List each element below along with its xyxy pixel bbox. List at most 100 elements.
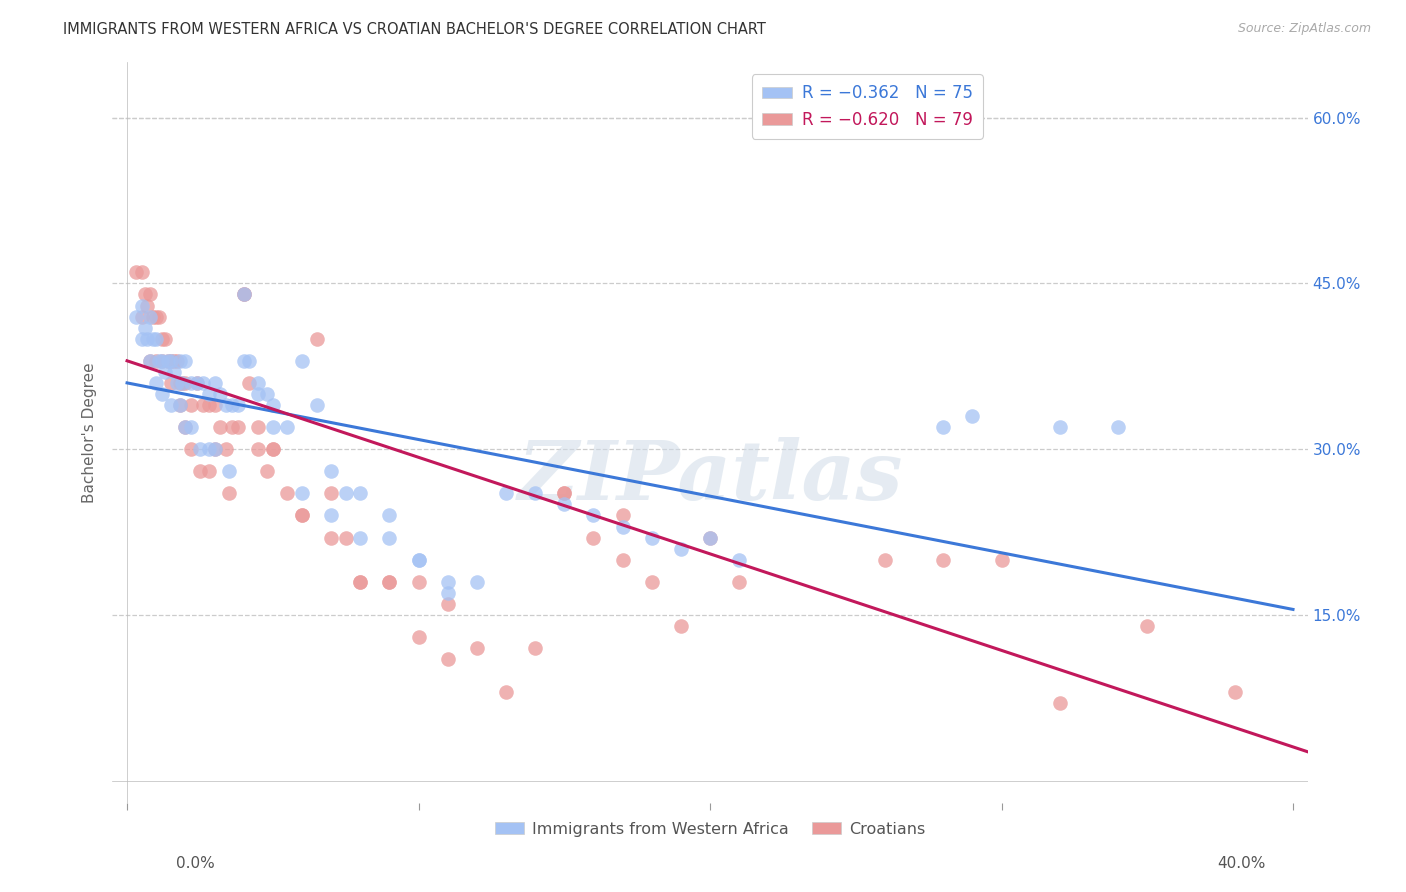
Point <box>156 353 179 368</box>
Point <box>553 486 575 500</box>
Point <box>159 398 181 412</box>
Point <box>172 376 194 390</box>
Point <box>582 531 605 545</box>
Point <box>191 398 214 412</box>
Point <box>145 376 167 390</box>
Point <box>335 531 357 545</box>
Point <box>174 353 197 368</box>
Point <box>335 486 357 500</box>
Point <box>221 420 243 434</box>
Point <box>134 320 156 334</box>
Point <box>197 442 219 457</box>
Point <box>669 541 692 556</box>
Point <box>349 574 371 589</box>
Point <box>247 420 270 434</box>
Point <box>319 486 342 500</box>
Point <box>204 398 226 412</box>
Point <box>408 552 430 566</box>
Point <box>612 552 634 566</box>
Point <box>232 287 254 301</box>
Text: 40.0%: 40.0% <box>1218 856 1265 871</box>
Point <box>169 398 191 412</box>
Point <box>641 574 664 589</box>
Point <box>148 310 170 324</box>
Point <box>153 365 176 379</box>
Point <box>232 353 254 368</box>
Point <box>728 552 751 566</box>
Point <box>232 287 254 301</box>
Point <box>553 486 575 500</box>
Point <box>169 398 191 412</box>
Point <box>153 332 176 346</box>
Text: IMMIGRANTS FROM WESTERN AFRICA VS CROATIAN BACHELOR'S DEGREE CORRELATION CHART: IMMIGRANTS FROM WESTERN AFRICA VS CROATI… <box>63 22 766 37</box>
Point <box>436 574 458 589</box>
Point <box>150 353 173 368</box>
Point <box>150 332 173 346</box>
Point <box>174 420 197 434</box>
Point <box>204 376 226 390</box>
Point <box>186 376 208 390</box>
Point <box>180 420 202 434</box>
Point <box>349 531 371 545</box>
Point <box>247 376 270 390</box>
Point <box>125 310 148 324</box>
Point <box>932 420 955 434</box>
Point <box>524 641 547 656</box>
Point <box>131 310 153 324</box>
Point <box>962 409 984 423</box>
Point <box>276 420 298 434</box>
Point <box>1223 685 1246 699</box>
Point <box>148 353 170 368</box>
Point <box>256 387 278 401</box>
Point <box>612 508 634 523</box>
Point <box>305 332 328 346</box>
Point <box>699 531 721 545</box>
Point <box>641 531 664 545</box>
Point <box>180 442 202 457</box>
Point <box>163 365 186 379</box>
Point <box>932 552 955 566</box>
Point <box>142 310 165 324</box>
Point <box>319 531 342 545</box>
Point <box>873 552 896 566</box>
Point <box>1107 420 1129 434</box>
Point <box>495 486 517 500</box>
Point <box>139 287 162 301</box>
Point <box>378 531 401 545</box>
Point <box>669 619 692 633</box>
Point <box>699 531 721 545</box>
Point <box>262 442 284 457</box>
Point <box>186 376 208 390</box>
Point <box>145 353 167 368</box>
Point <box>247 387 270 401</box>
Point <box>139 353 162 368</box>
Point <box>139 310 162 324</box>
Point <box>150 387 173 401</box>
Point <box>136 299 159 313</box>
Point <box>159 376 181 390</box>
Point <box>436 586 458 600</box>
Point <box>169 353 191 368</box>
Point <box>209 387 232 401</box>
Point <box>169 376 191 390</box>
Y-axis label: Bachelor's Degree: Bachelor's Degree <box>82 362 97 503</box>
Point <box>247 442 270 457</box>
Point <box>276 486 298 500</box>
Point <box>226 420 249 434</box>
Point <box>465 574 488 589</box>
Point <box>436 652 458 666</box>
Point <box>156 353 179 368</box>
Point <box>408 574 430 589</box>
Point <box>256 464 278 478</box>
Text: ZIPatlas: ZIPatlas <box>517 437 903 517</box>
Point <box>188 464 211 478</box>
Point <box>291 486 314 500</box>
Point <box>1049 697 1071 711</box>
Point <box>131 265 153 279</box>
Point <box>159 353 181 368</box>
Point <box>553 498 575 512</box>
Point <box>139 353 162 368</box>
Point <box>990 552 1012 566</box>
Point <box>305 398 328 412</box>
Point <box>378 508 401 523</box>
